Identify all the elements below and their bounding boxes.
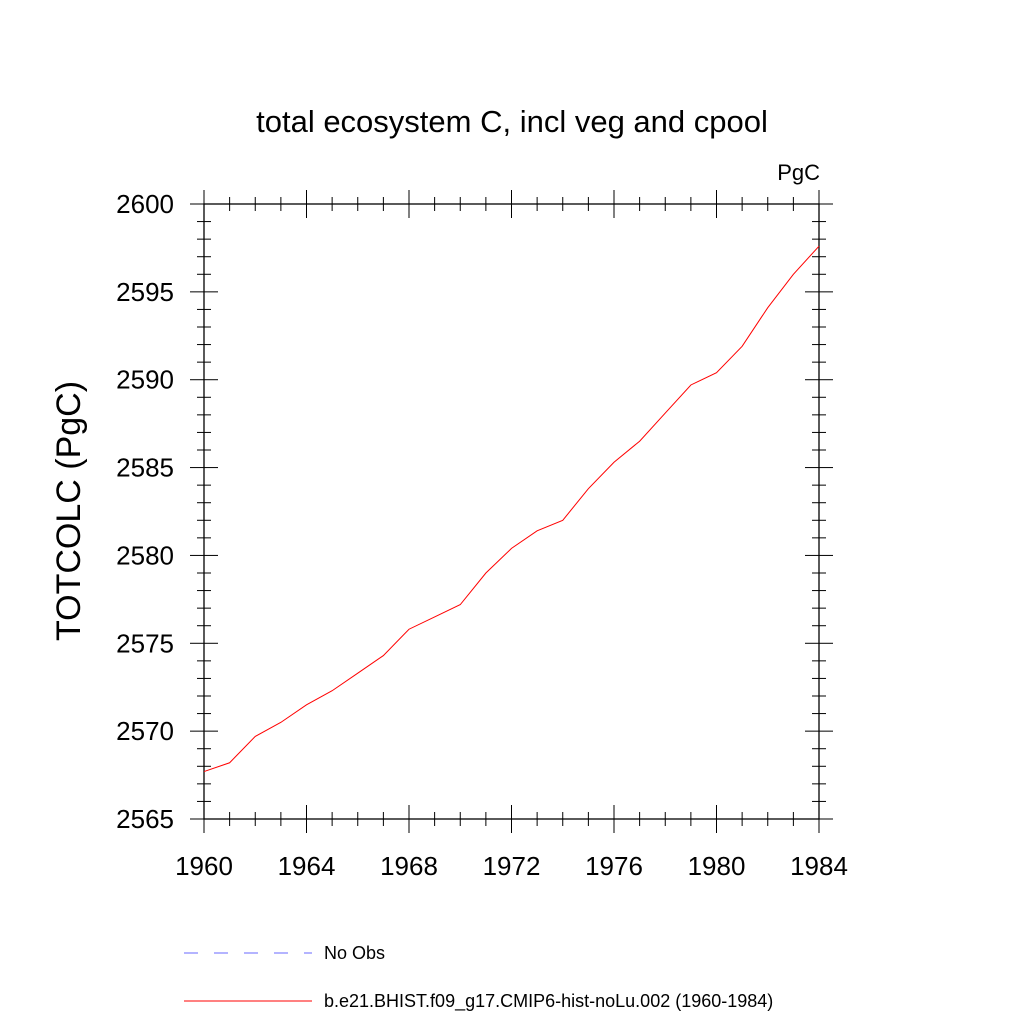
y-tick-label: 2580 bbox=[116, 540, 174, 570]
plot-frame bbox=[203, 203, 820, 820]
x-tick-label: 1984 bbox=[790, 851, 848, 881]
chart-title: total ecosystem C, incl veg and cpool bbox=[256, 104, 768, 139]
legend-label: No Obs bbox=[324, 943, 385, 963]
units-label: PgC bbox=[777, 160, 820, 185]
y-tick-label: 2595 bbox=[116, 277, 174, 307]
x-tick-label: 1968 bbox=[380, 851, 438, 881]
y-axis-label: TOTCOLC (PgC) bbox=[50, 381, 88, 641]
y-tick-label: 2575 bbox=[116, 628, 174, 658]
legend: No Obs b.e21.BHIST.f09_g17.CMIP6-hist-noL… bbox=[184, 943, 773, 1012]
y-tick-label: 2600 bbox=[116, 189, 174, 219]
axis-ticks bbox=[190, 190, 833, 833]
x-tick-label: 1972 bbox=[483, 851, 541, 881]
y-tick-label: 2590 bbox=[116, 365, 174, 395]
y-tick-label: 2570 bbox=[116, 716, 174, 746]
x-tick-label: 1980 bbox=[688, 851, 746, 881]
axis-tick-labels: 1960 1964 1968 1972 1976 1980 1984 2565 2570 2575… bbox=[116, 189, 848, 881]
legend-label: b.e21.BHIST.f09_g17.CMIP6-hist-noLu.002 … bbox=[324, 991, 773, 1012]
x-tick-label: 1976 bbox=[585, 851, 643, 881]
series-line bbox=[203, 245, 820, 773]
series-layer bbox=[203, 245, 820, 773]
x-tick-label: 1960 bbox=[175, 851, 233, 881]
y-tick-label: 2565 bbox=[116, 804, 174, 834]
y-tick-label: 2585 bbox=[116, 453, 174, 483]
x-tick-label: 1964 bbox=[278, 851, 336, 881]
